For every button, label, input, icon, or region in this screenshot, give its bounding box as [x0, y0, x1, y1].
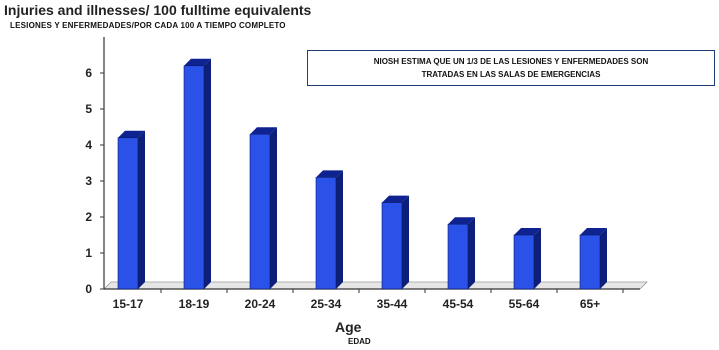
y-tick-label: 2 — [85, 210, 92, 224]
x-tick-label: 45-54 — [443, 297, 474, 311]
y-tick-label: 4 — [85, 138, 92, 152]
bar-side — [600, 228, 607, 289]
bar-side — [204, 58, 211, 289]
bar-top — [448, 217, 475, 225]
x-axis-label: Age — [335, 319, 362, 335]
bar-side — [402, 195, 409, 289]
bar-front — [117, 137, 139, 290]
y-tick-label: 1 — [85, 246, 92, 260]
bar-top — [184, 58, 211, 66]
bar-top — [250, 127, 277, 135]
chart-title: Injuries and illnesses/ 100 fulltime equ… — [4, 2, 312, 18]
bar-top — [514, 228, 541, 235]
annotation-box: NIOSH ESTIMA QUE UN 1/3 DE LAS LESIONES … — [307, 50, 715, 86]
bar — [249, 127, 277, 290]
bar-front — [183, 65, 205, 290]
bar-side — [270, 127, 277, 289]
bar-side — [468, 217, 475, 289]
y-tick-label: 3 — [85, 174, 92, 188]
x-axis-label-secondary: EDAD — [348, 337, 371, 346]
bar — [381, 195, 409, 290]
bar-top — [580, 228, 607, 235]
x-tick-label: 55-64 — [509, 297, 540, 311]
bar-side — [336, 170, 343, 289]
x-tick-label: 25-34 — [311, 297, 342, 311]
bar-front — [447, 223, 469, 290]
bar — [513, 228, 541, 290]
bar-front — [513, 234, 535, 290]
bar-front — [315, 177, 337, 290]
annotation-line-2: TRATADAS EN LAS SALAS DE EMERGENCIAS — [421, 70, 601, 79]
annotation-line-1: NIOSH ESTIMA QUE UN 1/3 DE LAS LESIONES … — [373, 57, 649, 66]
bar-side — [534, 228, 541, 289]
bar — [315, 170, 343, 290]
bar-front — [249, 133, 271, 290]
bar-side — [138, 130, 145, 289]
x-tick-label: 20-24 — [245, 297, 276, 311]
x-tick-label: 35-44 — [377, 297, 408, 311]
x-tick-label: 18-19 — [179, 297, 210, 311]
bar-top — [118, 130, 145, 138]
bar — [117, 130, 145, 290]
bar — [183, 58, 211, 290]
bar — [579, 228, 607, 290]
x-tick-label: 65+ — [580, 297, 600, 311]
x-tick-label: 15-17 — [113, 297, 144, 311]
bar — [447, 217, 475, 290]
chart-subtitle: LESIONES Y ENFERMEDADES/POR CADA 100 A T… — [10, 21, 286, 30]
bar-front — [381, 202, 403, 290]
bar-top — [316, 170, 343, 178]
y-tick-label: 0 — [85, 282, 92, 296]
y-tick-label: 5 — [85, 102, 92, 116]
y-tick-label: 6 — [85, 66, 92, 80]
bar-top — [382, 195, 409, 203]
bar-front — [579, 234, 601, 290]
